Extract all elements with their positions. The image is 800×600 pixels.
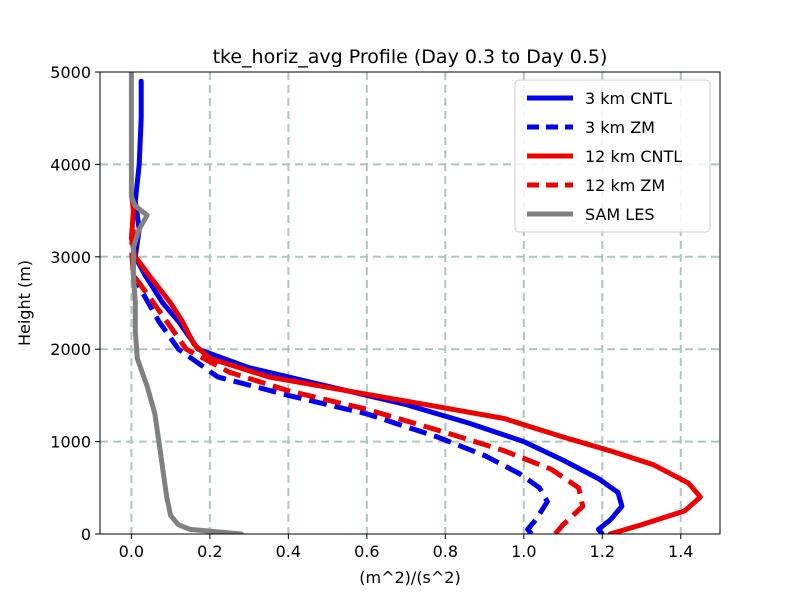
series-line-2 (128, 189, 703, 534)
plot-area (128, 72, 703, 534)
axis-ticks: 0.0 0.2 0.4 0.6 0.8 1.0 1.2 1.4 0 1000 2000 3000 400… (50, 63, 693, 561)
legend-label-1: 3 km ZM (585, 118, 655, 137)
legend-label-4: SAM LES (585, 205, 654, 224)
series-line-4 (128, 72, 244, 534)
y-tick-label: 1000 (50, 433, 91, 452)
y-tick-label: 5000 (50, 63, 91, 82)
legend: 3 km CNTL 3 km ZM 12 km CNTL 12 km ZM SAM LE… (514, 79, 711, 233)
legend-label-0: 3 km CNTL (585, 89, 672, 108)
y-tick-label: 3000 (50, 248, 91, 267)
x-tick-label: 1.0 (511, 542, 536, 561)
plot-frame (99, 71, 721, 535)
legend-label-2: 12 km CNTL (585, 147, 682, 166)
x-tick-label: 0.6 (354, 542, 379, 561)
series-line-3 (128, 228, 586, 534)
legend-box (514, 79, 711, 233)
series-line-0 (132, 78, 625, 534)
y-tick-label: 2000 (50, 340, 91, 359)
x-tick-label: 0.8 (433, 542, 458, 561)
chart-title: tke_horiz_avg Profile (Day 0.3 to Day 0.… (213, 46, 608, 68)
y-tick-label: 4000 (50, 155, 91, 174)
x-tick-label: 0.2 (197, 542, 222, 561)
x-tick-label: 1.4 (668, 542, 693, 561)
x-axis-label: (m^2)/(s^2) (359, 568, 460, 587)
x-tick-label: 1.2 (590, 542, 615, 561)
legend-label-3: 12 km ZM (585, 176, 665, 195)
y-tick-label: 0 (81, 525, 91, 544)
series-line-1 (131, 274, 550, 534)
x-tick-label: 0.4 (276, 542, 301, 561)
x-tick-label: 0.0 (119, 542, 144, 561)
y-axis-label: Height (m) (15, 260, 34, 346)
